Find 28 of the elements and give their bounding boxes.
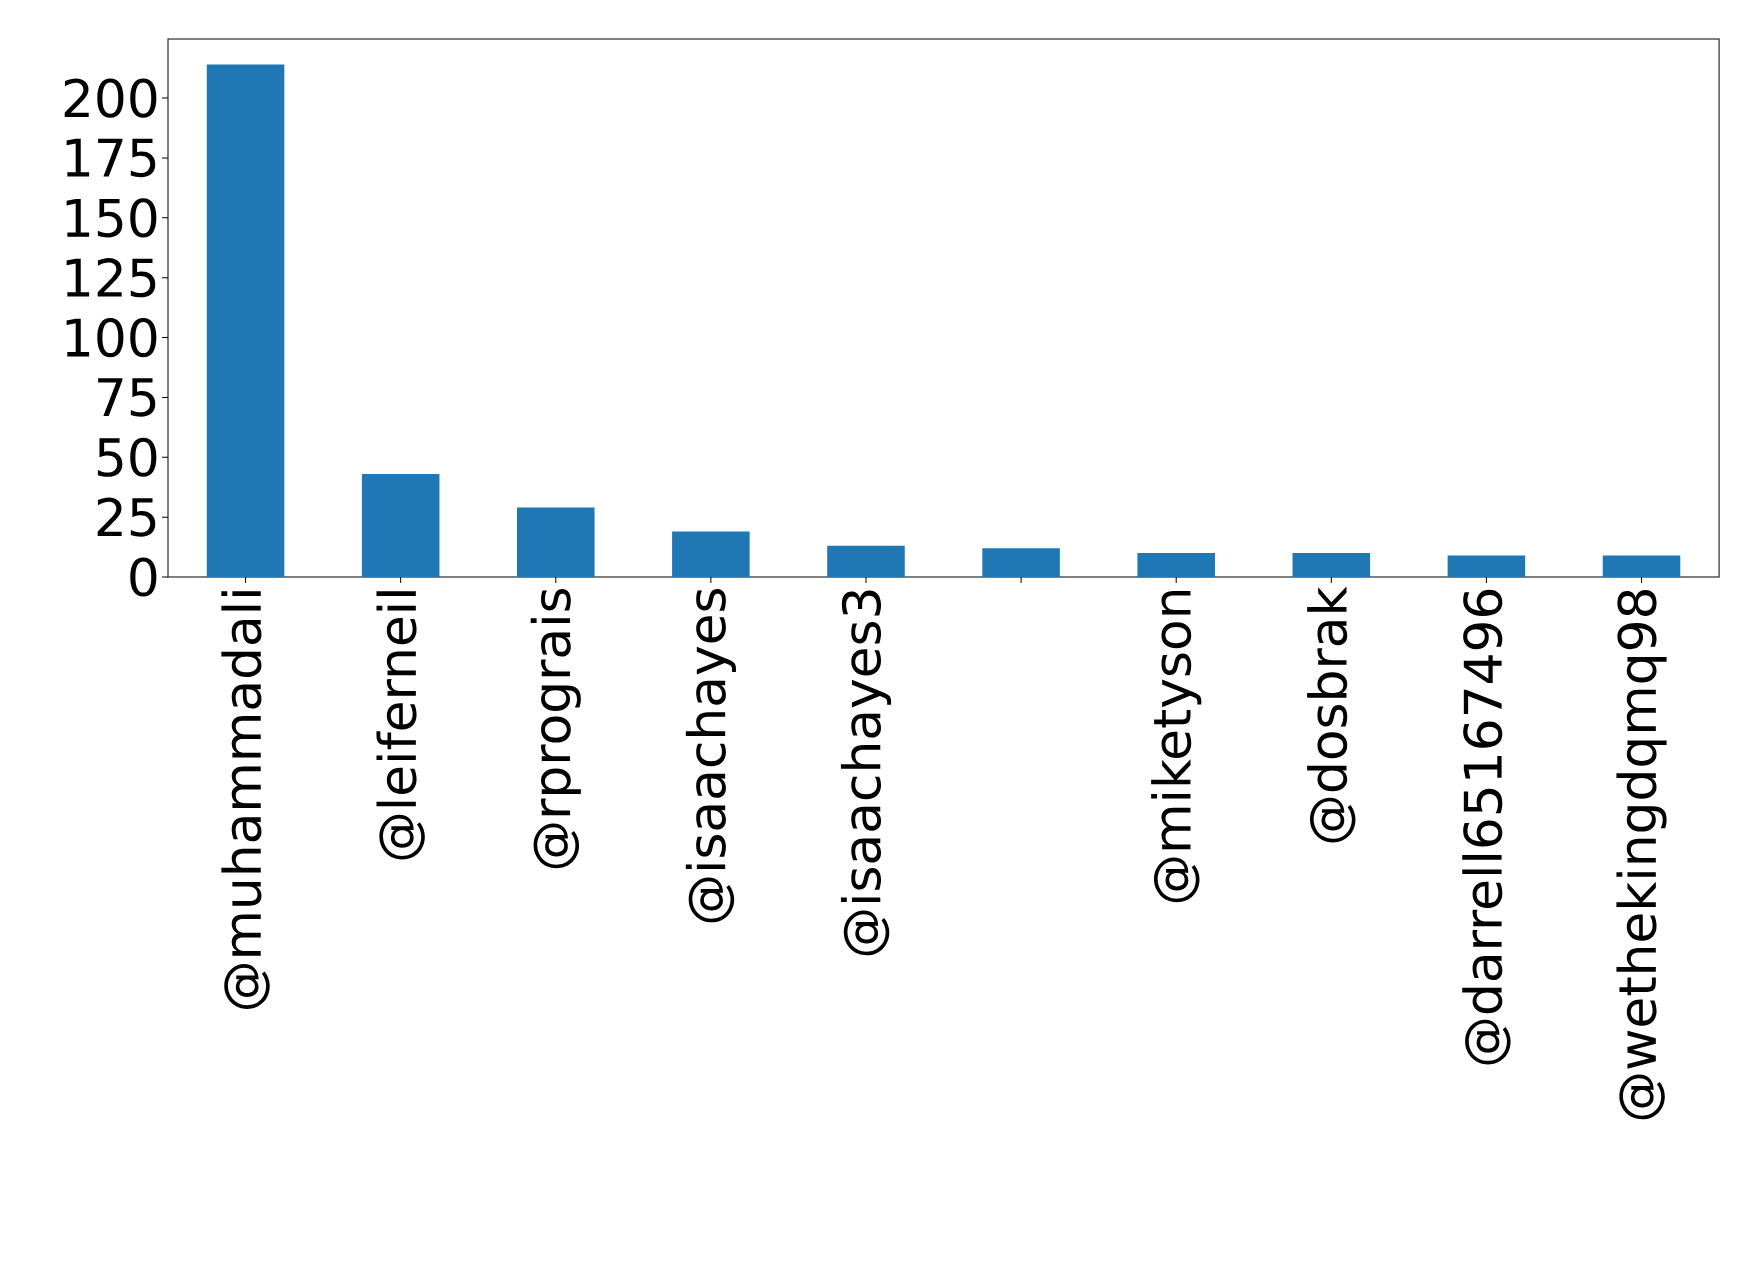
x-tick-label: @isaachayes3: [840, 590, 892, 956]
y-tick-label: 175: [66, 138, 156, 178]
bar: [1602, 555, 1681, 577]
bar: [1292, 553, 1371, 577]
y-tick-label: 100: [66, 317, 157, 358]
bar: [1447, 555, 1526, 577]
bar: [517, 507, 595, 577]
x-tick-label: @wethekingdqmq98: [1616, 590, 1667, 1120]
bar: [361, 474, 440, 577]
y-tick-label: 75: [98, 378, 156, 417]
bar: [982, 548, 1060, 577]
y-tick-label: 50: [97, 437, 157, 477]
bar: [1137, 553, 1215, 577]
bar: [672, 531, 750, 577]
y-tick-label: 0: [130, 557, 157, 597]
x-tick-label: @muhammadali: [221, 591, 270, 1009]
x-tick-label: @darrell65167496: [1462, 589, 1511, 1065]
x-tick-label: @miketyson: [1151, 590, 1202, 903]
x-tick-label: @dosbrak: [1307, 586, 1356, 843]
x-tick-label: @leiferneil: [376, 591, 425, 860]
y-tick-label: 200: [64, 78, 157, 118]
y-tick-label: 125: [66, 258, 156, 298]
bar: [827, 545, 905, 577]
x-tick-label: @isaachayes: [685, 588, 736, 923]
bar: [206, 64, 285, 577]
x-tick-label: @rprograis: [530, 588, 581, 869]
y-tick-label: 150: [66, 198, 157, 238]
y-tick-label: 25: [97, 497, 156, 537]
